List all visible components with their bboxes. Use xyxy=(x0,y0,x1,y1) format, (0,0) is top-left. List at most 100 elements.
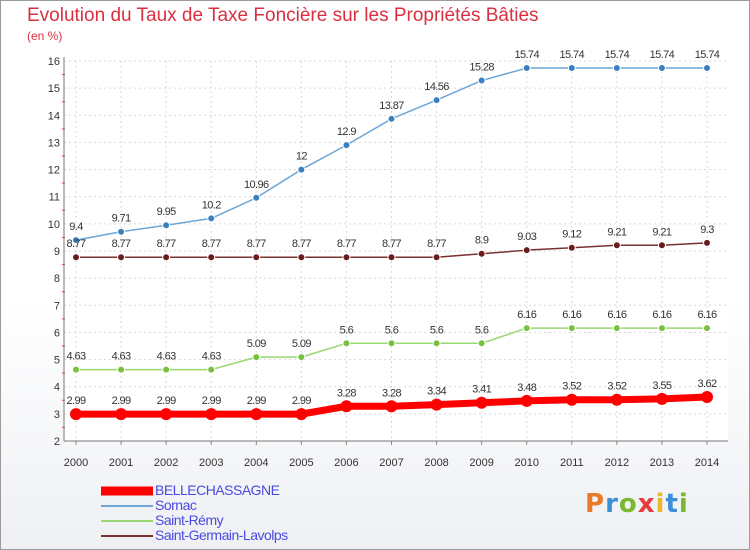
x-tick-label: 2003 xyxy=(199,457,223,469)
data-label: 2.99 xyxy=(247,395,266,407)
data-point xyxy=(432,339,441,348)
data-point xyxy=(207,365,216,374)
data-point xyxy=(72,365,80,374)
data-label: 6.16 xyxy=(517,309,536,321)
data-point xyxy=(432,96,441,105)
x-tick-label: 2000 xyxy=(64,457,88,469)
logo-letter: x xyxy=(637,489,656,519)
data-point xyxy=(385,400,398,413)
data-point xyxy=(297,253,306,262)
logo-letter: i xyxy=(678,489,689,519)
data-label: 2.99 xyxy=(202,395,221,407)
data-point xyxy=(340,400,353,413)
data-label: 6.16 xyxy=(607,309,626,321)
data-point xyxy=(342,339,351,348)
y-tick-label: 13 xyxy=(48,137,60,149)
x-tick-label: 2014 xyxy=(695,457,719,469)
data-point xyxy=(207,253,216,262)
data-label: 15.74 xyxy=(560,49,585,61)
data-label: 8.77 xyxy=(66,238,85,250)
data-point xyxy=(72,253,80,262)
y-axis-unit: (en %) xyxy=(27,29,63,43)
data-point xyxy=(701,391,713,404)
data-label: 14.56 xyxy=(424,81,449,93)
data-point xyxy=(117,253,126,262)
data-label: 8.77 xyxy=(202,238,221,250)
data-label: 8.77 xyxy=(427,238,446,250)
data-label: 8.77 xyxy=(157,238,176,250)
data-label: 4.63 xyxy=(112,351,131,363)
data-label: 3.28 xyxy=(337,387,356,399)
data-point xyxy=(205,408,218,421)
x-tick-label: 2006 xyxy=(334,457,358,469)
data-point xyxy=(342,141,351,150)
data-label: 13.87 xyxy=(379,100,404,112)
data-point xyxy=(72,236,80,245)
data-label: 15.28 xyxy=(469,62,494,74)
data-label: 8.77 xyxy=(292,238,311,250)
data-point xyxy=(612,241,621,250)
data-label: 9.12 xyxy=(562,229,581,241)
data-point xyxy=(387,114,396,123)
logo-letter: i xyxy=(655,489,666,519)
data-point xyxy=(297,165,306,174)
data-point xyxy=(162,253,171,262)
data-point xyxy=(70,408,82,421)
data-point xyxy=(567,64,576,73)
legend-swatch xyxy=(101,504,153,507)
data-label: 3.48 xyxy=(517,382,536,394)
data-point xyxy=(657,64,666,73)
data-point xyxy=(567,324,576,333)
data-point xyxy=(520,394,533,407)
data-label: 6.16 xyxy=(652,309,671,321)
y-tick-label: 5 xyxy=(54,355,60,367)
data-label: 10.2 xyxy=(202,199,221,211)
y-tick-label: 2 xyxy=(54,436,60,448)
legend-label: Sornac xyxy=(155,497,197,513)
data-point xyxy=(657,324,666,333)
y-tick-label: 10 xyxy=(48,219,60,231)
data-point xyxy=(297,353,306,362)
data-point xyxy=(252,353,261,362)
legend-swatch xyxy=(101,486,153,495)
chart-title: Evolution du Taux de Taxe Foncière sur l… xyxy=(27,5,539,26)
y-tick-label: 3 xyxy=(54,409,60,421)
x-tick-label: 2001 xyxy=(109,457,133,469)
data-label: 6.16 xyxy=(697,309,716,321)
x-tick-label: 2012 xyxy=(605,457,629,469)
legend-label: BELLECHASSAGNE xyxy=(155,482,280,498)
data-point xyxy=(477,76,486,85)
y-tick-label: 6 xyxy=(54,327,60,339)
line-chart: 2 3 4 5 6 7 8 9 10 11 12 13 14 15 16 2000 2001 2002 2003 20… xyxy=(48,49,728,469)
data-label: 3.55 xyxy=(652,380,671,392)
data-point xyxy=(657,241,666,250)
data-label: 8.77 xyxy=(382,238,401,250)
data-label: 2.99 xyxy=(112,395,131,407)
y-tick-label: 4 xyxy=(54,382,60,394)
data-label: 5.6 xyxy=(385,324,399,336)
data-label: 15.74 xyxy=(650,49,675,61)
data-point xyxy=(475,396,488,409)
x-tick-label: 2009 xyxy=(469,457,493,469)
data-point xyxy=(115,408,128,421)
x-tick-label: 2007 xyxy=(379,457,403,469)
data-label: 3.28 xyxy=(382,387,401,399)
logo-letter: r xyxy=(605,489,619,519)
data-label: 6.16 xyxy=(562,309,581,321)
y-tick-label: 8 xyxy=(54,273,60,285)
y-tick-label: 14 xyxy=(48,110,60,122)
x-tick-label: 2002 xyxy=(154,457,178,469)
data-label: 3.52 xyxy=(607,381,626,393)
data-point xyxy=(252,193,261,202)
data-label: 3.52 xyxy=(562,381,581,393)
data-point xyxy=(703,238,711,247)
data-label: 9.4 xyxy=(69,221,83,233)
data-label: 8.77 xyxy=(247,238,266,250)
data-point xyxy=(117,365,126,374)
data-point xyxy=(207,214,216,223)
legend-label: Saint-Rémy xyxy=(155,512,224,528)
data-label: 9.3 xyxy=(700,224,714,236)
data-point xyxy=(387,253,396,262)
data-label: 2.99 xyxy=(66,395,85,407)
